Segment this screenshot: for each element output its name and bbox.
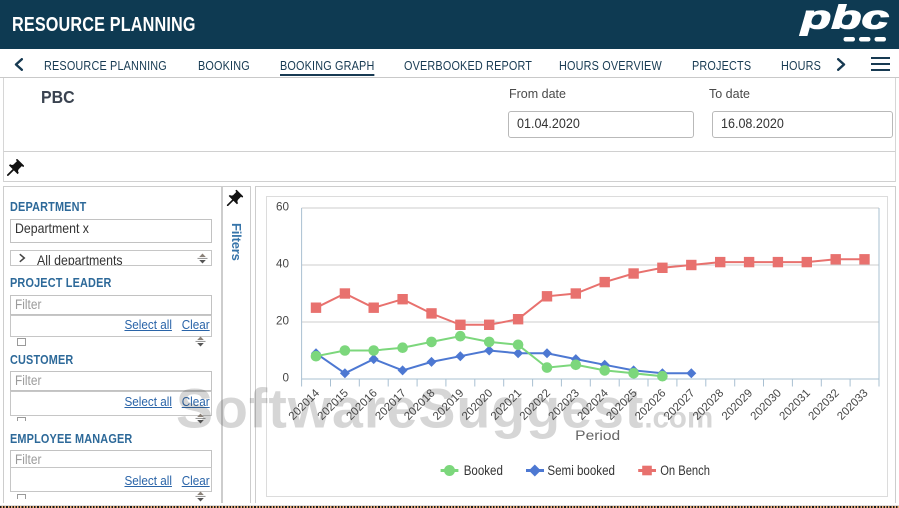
svg-text:Booked: Booked xyxy=(464,463,503,478)
svg-text:202030: 202030 xyxy=(749,387,784,422)
svg-text:202032: 202032 xyxy=(806,387,841,422)
svg-text:60: 60 xyxy=(276,199,289,213)
svg-text:202017: 202017 xyxy=(373,387,408,422)
svg-text:20: 20 xyxy=(276,313,289,327)
svg-text:40: 40 xyxy=(276,256,289,270)
svg-text:202021: 202021 xyxy=(489,387,524,422)
svg-text:0: 0 xyxy=(283,370,290,384)
svg-text:202029: 202029 xyxy=(720,387,755,422)
svg-text:pbc: pbc xyxy=(800,0,889,35)
svg-text:Period: Period xyxy=(575,428,620,443)
svg-text:202014: 202014 xyxy=(287,386,323,422)
svg-text:202027: 202027 xyxy=(662,387,697,422)
svg-text:On Bench: On Bench xyxy=(660,463,710,478)
svg-text:202026: 202026 xyxy=(633,387,668,422)
svg-text:202020: 202020 xyxy=(460,387,495,422)
svg-text:202015: 202015 xyxy=(316,387,351,422)
svg-text:202022: 202022 xyxy=(518,387,553,422)
svg-text:Semi booked: Semi booked xyxy=(547,463,615,478)
svg-text:202016: 202016 xyxy=(344,387,379,422)
svg-text:202028: 202028 xyxy=(691,387,726,422)
svg-text:202019: 202019 xyxy=(431,387,466,422)
svg-text:202023: 202023 xyxy=(547,387,582,422)
svg-text:202025: 202025 xyxy=(604,387,639,422)
svg-text:202031: 202031 xyxy=(778,387,813,422)
svg-text:202033: 202033 xyxy=(835,387,870,422)
svg-text:202018: 202018 xyxy=(402,387,437,422)
svg-text:202024: 202024 xyxy=(575,386,611,422)
